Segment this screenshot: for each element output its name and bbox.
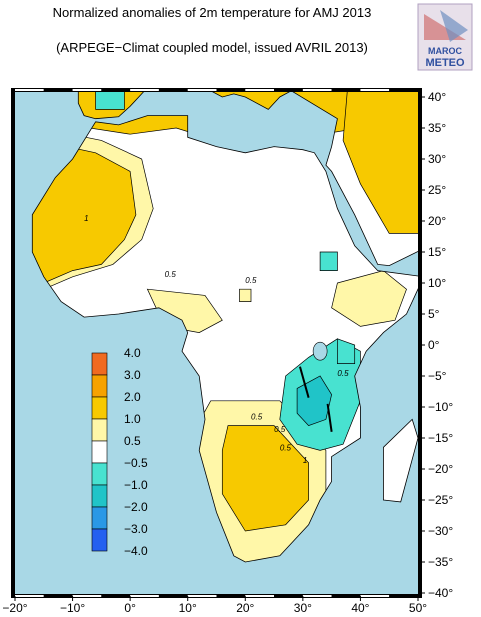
lat-label: 20° [428, 214, 446, 228]
anomaly-region [319, 251, 338, 271]
lon-label: 0° [124, 601, 136, 615]
lon-label: −20° [2, 601, 27, 615]
lat-label: −30° [428, 524, 453, 538]
lat-label: −40° [428, 586, 453, 600]
colorbar-label: −2.0 [124, 500, 148, 514]
logo-text: MAROC [428, 46, 462, 56]
lat-label: 15° [428, 245, 446, 259]
title-line2: (ARPEGE−Climat coupled model, issued AVR… [56, 40, 368, 55]
lat-label: 40° [428, 90, 446, 104]
colorbar-label: 3.0 [124, 368, 141, 382]
lon-label: 50° [409, 601, 427, 615]
contour-label: 0.5 [337, 369, 349, 378]
colorbar-segment [91, 440, 108, 464]
colorbar-segment [91, 506, 108, 530]
colorbar-segment [91, 484, 108, 508]
lat-label: 30° [428, 152, 446, 166]
coastline [77, 92, 418, 267]
colorbar-label: 1.0 [124, 412, 141, 426]
contour-label: 0.5 [274, 425, 286, 434]
anomaly-region [337, 338, 356, 364]
anomaly-region [342, 92, 418, 234]
colorbar-label: −3.0 [124, 522, 148, 536]
contour-label: 0.5 [165, 270, 177, 279]
colorbar-label: 4.0 [124, 346, 141, 360]
lon-label: 40° [351, 601, 369, 615]
anomaly-region [239, 288, 252, 302]
contour-label: 0.5 [245, 276, 257, 285]
lake [326, 403, 333, 432]
lat-label: 0° [428, 338, 440, 352]
lat-label: −25° [428, 493, 453, 507]
lake [299, 366, 310, 398]
lat-label: 25° [428, 183, 446, 197]
lon-label: 10° [179, 601, 197, 615]
map-area: 0.5 1 0.5 0.5 0.5 0.5 1 0.5 [15, 92, 418, 594]
colorbar-label: 0.5 [124, 434, 141, 448]
title-line1: Normalized anomalies of 2m temperature f… [53, 5, 372, 20]
logo: MAROC METEO [417, 3, 473, 71]
frame: 40°35°30°25°20°15°10°5°0°−5°−10°−15°−20°… [2, 88, 453, 615]
lat-label: −15° [428, 431, 453, 445]
lon-label: 30° [294, 601, 312, 615]
contour-label: 1 [303, 456, 307, 465]
lon-label: 20° [236, 601, 254, 615]
colorbar-segment [91, 352, 108, 376]
anomaly-region [95, 92, 125, 110]
lat-label: −5° [428, 369, 447, 383]
contour-label: 1 [84, 214, 88, 223]
coastline [31, 115, 418, 563]
logo-text: METEO [425, 57, 465, 69]
colorbar-segment [91, 418, 108, 442]
colorbar-label: 2.0 [124, 390, 141, 404]
lat-label: 5° [428, 307, 440, 321]
colorbar: 4.0 3.0 2.0 1.0 0.5 −0.5 −1.0 −2.0 −3.0 −4.0 [91, 346, 148, 558]
lat-label: −35° [428, 555, 453, 569]
colorbar-segment [91, 462, 108, 486]
lat-label: 10° [428, 276, 446, 290]
lat-label: −10° [428, 400, 453, 414]
contour-label: 0.5 [280, 443, 292, 452]
colorbar-segment [91, 374, 108, 398]
lat-label: 35° [428, 121, 446, 135]
colorbar-label: −0.5 [124, 456, 148, 470]
lat-label: −20° [428, 462, 453, 476]
lon-label: −10° [60, 601, 85, 615]
anomaly-region [221, 425, 309, 532]
colorbar-label: −4.0 [124, 544, 148, 558]
colorbar-segment [91, 396, 108, 420]
colorbar-segment [91, 528, 108, 552]
colorbar-label: −1.0 [124, 478, 148, 492]
lake [312, 341, 328, 361]
contour-label: 0.5 [251, 412, 263, 421]
